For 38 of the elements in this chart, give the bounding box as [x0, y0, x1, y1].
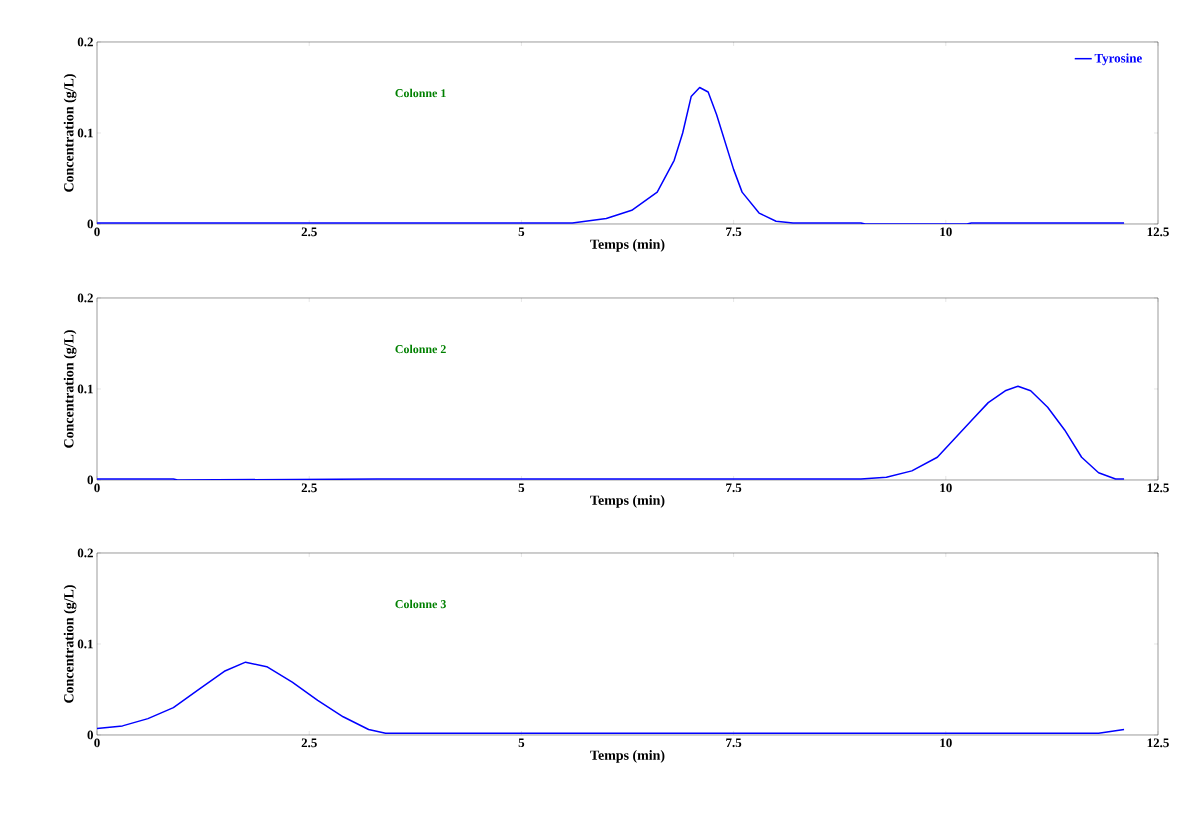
- y-tick-label: 0: [87, 219, 93, 229]
- x-tick-label: 7.5: [726, 738, 742, 748]
- y-tick-label: 0.2: [77, 548, 93, 558]
- x-tick-label: 0: [94, 738, 100, 748]
- y-tick-label: 0: [87, 475, 93, 485]
- x-tick-label: 7.5: [726, 227, 742, 237]
- y-tick-label: 0.1: [77, 639, 93, 649]
- y-axis-title: Concentration (g/L): [63, 330, 77, 448]
- x-tick-label: 10: [940, 227, 952, 237]
- x-tick-label: 12.5: [1147, 483, 1169, 493]
- x-tick-label: 5: [518, 227, 525, 237]
- x-tick-label: 7.5: [726, 483, 742, 493]
- y-tick-label: 0.1: [77, 384, 93, 394]
- x-tick-label: 0: [94, 227, 100, 237]
- annotation: Colonne 3: [395, 599, 446, 609]
- legend-label: Tyrosine: [1094, 53, 1142, 66]
- y-axis-title: Concentration (g/L): [63, 74, 77, 192]
- y-tick-label: 0: [87, 730, 93, 740]
- x-tick-label: 2.5: [301, 483, 317, 493]
- annotation: Colonne 1: [395, 88, 446, 98]
- x-tick-label: 12.5: [1147, 738, 1169, 748]
- line-series: [97, 385, 1125, 480]
- y-tick-label: 0.2: [77, 293, 93, 303]
- x-tick-label: 0: [94, 483, 100, 493]
- y-axis-title: Concentration (g/L): [63, 585, 77, 703]
- y-tick-label: 0.1: [77, 128, 93, 138]
- x-tick-label: 5: [518, 483, 525, 493]
- x-tick-label: 12.5: [1147, 227, 1169, 237]
- y-tick-label: 0.2: [77, 37, 93, 47]
- x-axis-title: Temps (min): [590, 750, 665, 763]
- x-axis-title: Temps (min): [590, 495, 665, 508]
- x-tick-label: 10: [940, 738, 952, 748]
- x-tick-label: 5: [518, 738, 525, 748]
- x-axis-title: Temps (min): [590, 239, 665, 252]
- x-tick-label: 10: [940, 483, 952, 493]
- x-tick-label: 2.5: [301, 738, 317, 748]
- x-tick-label: 2.5: [301, 227, 317, 237]
- annotation: Colonne 2: [395, 344, 446, 354]
